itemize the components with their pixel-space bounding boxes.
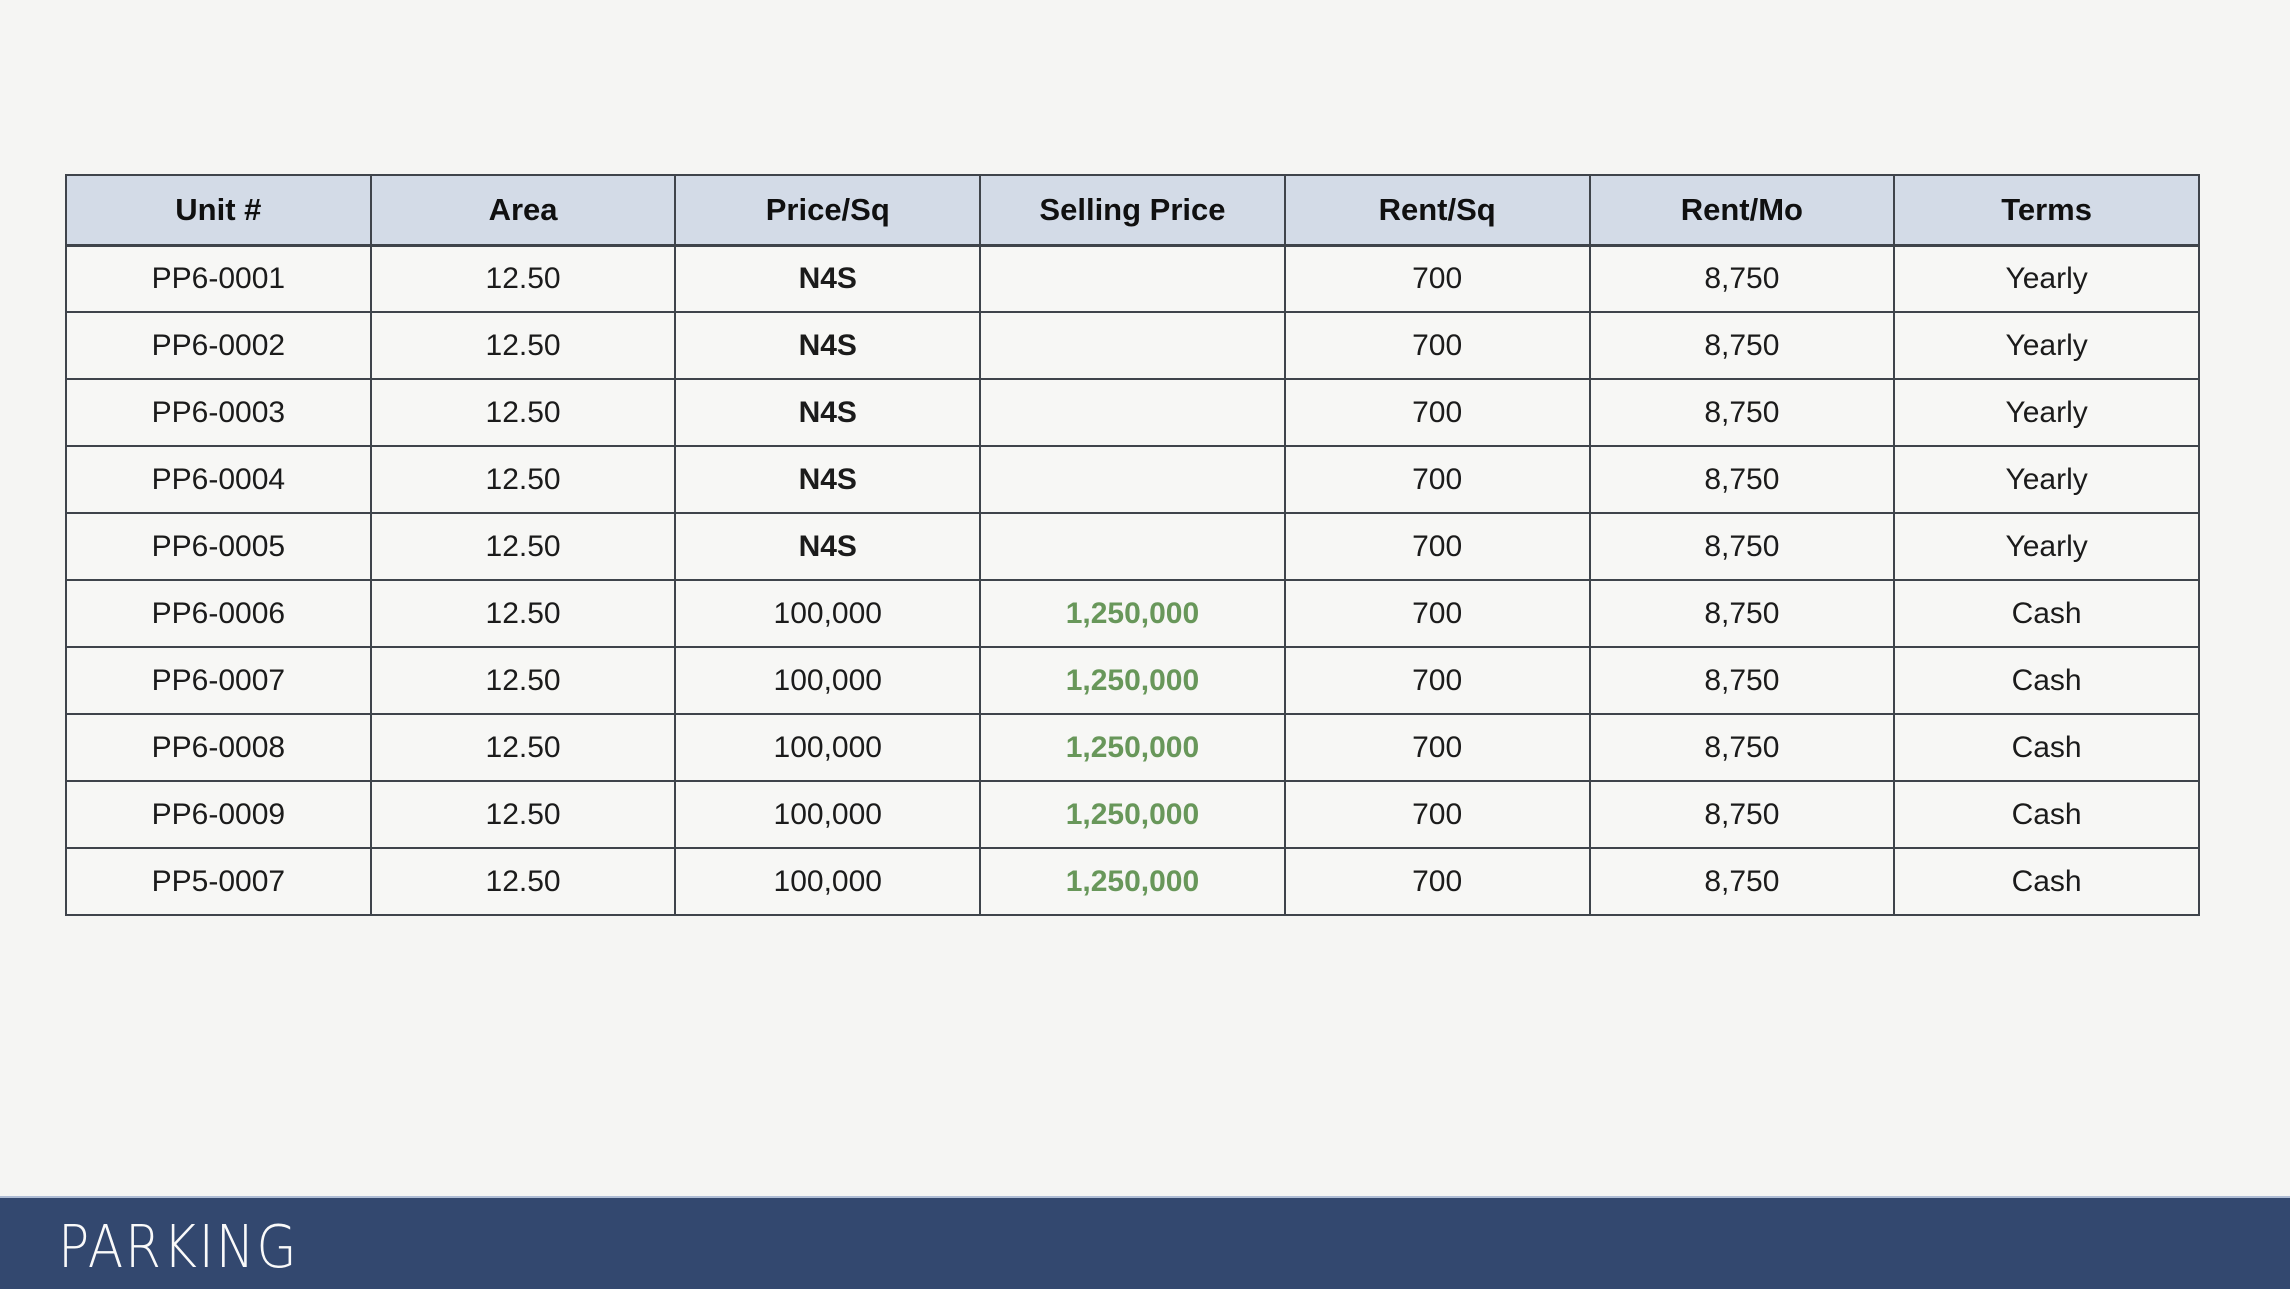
table-cell: Cash [1893, 713, 2200, 782]
table-cell: 700 [1283, 713, 1591, 782]
table-cell: 8,750 [1588, 780, 1896, 849]
table-cell: 100,000 [674, 847, 982, 916]
table-row: PP6-0007 12.50 100,000 1,250,000 700 8,750 Cas… [65, 646, 2200, 715]
table-row: PP6-0003 12.50 N4S 700 8,750 Yearly [65, 378, 2200, 447]
table-cell: 1,250,000 [979, 579, 1286, 648]
table-row: PP6-0004 12.50 N4S 700 8,750 Yearly [65, 445, 2200, 514]
table-cell: 700 [1283, 847, 1591, 916]
table-cell: 1,250,000 [979, 847, 1286, 916]
table-cell: 8,750 [1588, 847, 1896, 916]
table-cell [979, 445, 1286, 514]
table-cell [979, 311, 1286, 380]
table-cell: 12.50 [369, 780, 677, 849]
column-header-terms: Terms [1893, 174, 2200, 247]
table-cell: 8,750 [1588, 646, 1896, 715]
table-cell: 8,750 [1588, 713, 1896, 782]
table-header-row: Unit # Area Price/Sq Selling Price Rent/… [65, 174, 2200, 247]
table-cell: 12.50 [369, 646, 677, 715]
table-header-row: Unit # Area Price/Sq Selling Price Rent/… [65, 174, 2200, 247]
table-cell: Cash [1893, 646, 2200, 715]
table-cell: 700 [1283, 445, 1591, 514]
table-row: PP5-0007 12.50 100,000 1,250,000 700 8,750 Cas… [65, 847, 2200, 916]
table-row: PP6-0005 12.50 N4S 700 8,750 Yearly [65, 512, 2200, 581]
table-cell: N4S [674, 244, 982, 313]
table-cell: 700 [1283, 579, 1591, 648]
table-cell: Yearly [1893, 512, 2200, 581]
table-cell: N4S [674, 378, 982, 447]
table-cell: 8,750 [1588, 445, 1896, 514]
table-cell: 12.50 [369, 244, 677, 313]
table-cell [979, 244, 1286, 313]
table-cell: 100,000 [674, 713, 982, 782]
table-cell: Yearly [1893, 445, 2200, 514]
table-cell: 700 [1283, 780, 1591, 849]
table-cell: N4S [674, 445, 982, 514]
table-cell: PP6-0004 [65, 445, 372, 514]
table-cell: Cash [1893, 780, 2200, 849]
table-cell: 12.50 [369, 445, 677, 514]
column-header-area: Area [369, 174, 677, 247]
table-cell: Yearly [1893, 311, 2200, 380]
table-cell: 700 [1283, 244, 1591, 313]
table-cell: Yearly [1893, 378, 2200, 447]
table-cell: 12.50 [369, 579, 677, 648]
table-cell: PP6-0003 [65, 378, 372, 447]
column-header-selling-price: Selling Price [979, 174, 1286, 247]
table-cell: 8,750 [1588, 579, 1896, 648]
table-body: PP6-0001 12.50 N4S 700 8,750 Yearly PP6-0002 12… [65, 244, 2200, 916]
table-cell: 100,000 [674, 646, 982, 715]
column-header-rent-sq: Rent/Sq [1283, 174, 1591, 247]
table-cell: 8,750 [1588, 311, 1896, 380]
table-cell: N4S [674, 512, 982, 581]
table-row: PP6-0001 12.50 N4S 700 8,750 Yearly [65, 244, 2200, 313]
table-cell: 8,750 [1588, 512, 1896, 581]
table-cell: 700 [1283, 646, 1591, 715]
table-cell: PP6-0007 [65, 646, 372, 715]
table-cell: 12.50 [369, 713, 677, 782]
table-row: PP6-0002 12.50 N4S 700 8,750 Yearly [65, 311, 2200, 380]
table-cell: 12.50 [369, 847, 677, 916]
column-header-rent-mo: Rent/Mo [1588, 174, 1896, 247]
table-cell: 1,250,000 [979, 646, 1286, 715]
table-row: PP6-0009 12.50 100,000 1,250,000 700 8,750 Cas… [65, 780, 2200, 849]
table-cell: 1,250,000 [979, 780, 1286, 849]
table-cell: 8,750 [1588, 244, 1896, 313]
parking-section-banner: PARKING [0, 1196, 2290, 1289]
table-cell: 1,250,000 [979, 713, 1286, 782]
table-cell: 12.50 [369, 378, 677, 447]
parking-price-table: Unit # Area Price/Sq Selling Price Rent/… [65, 174, 2200, 916]
column-header-price-sq: Price/Sq [674, 174, 982, 247]
table-cell: PP5-0007 [65, 847, 372, 916]
table-cell: PP6-0009 [65, 780, 372, 849]
table-cell: 100,000 [674, 780, 982, 849]
column-header-unit: Unit # [65, 174, 372, 247]
table-cell: 12.50 [369, 311, 677, 380]
table-cell: 700 [1283, 512, 1591, 581]
table-cell: PP6-0006 [65, 579, 372, 648]
table-row: PP6-0008 12.50 100,000 1,250,000 700 8,750 Cas… [65, 713, 2200, 782]
table-row: PP6-0006 12.50 100,000 1,250,000 700 8,750 Cas… [65, 579, 2200, 648]
table-cell: Yearly [1893, 244, 2200, 313]
table-cell: Cash [1893, 847, 2200, 916]
table-cell: 12.50 [369, 512, 677, 581]
table-cell: PP6-0005 [65, 512, 372, 581]
table-cell: 100,000 [674, 579, 982, 648]
table-cell [979, 512, 1286, 581]
table-cell [979, 378, 1286, 447]
table-cell: 8,750 [1588, 378, 1896, 447]
table-cell: N4S [674, 311, 982, 380]
table-cell: PP6-0001 [65, 244, 372, 313]
banner-title: PARKING [58, 1212, 299, 1281]
table-cell: 700 [1283, 378, 1591, 447]
table-cell: Cash [1893, 579, 2200, 648]
table-cell: 700 [1283, 311, 1591, 380]
table-cell: PP6-0002 [65, 311, 372, 380]
table-cell: PP6-0008 [65, 713, 372, 782]
